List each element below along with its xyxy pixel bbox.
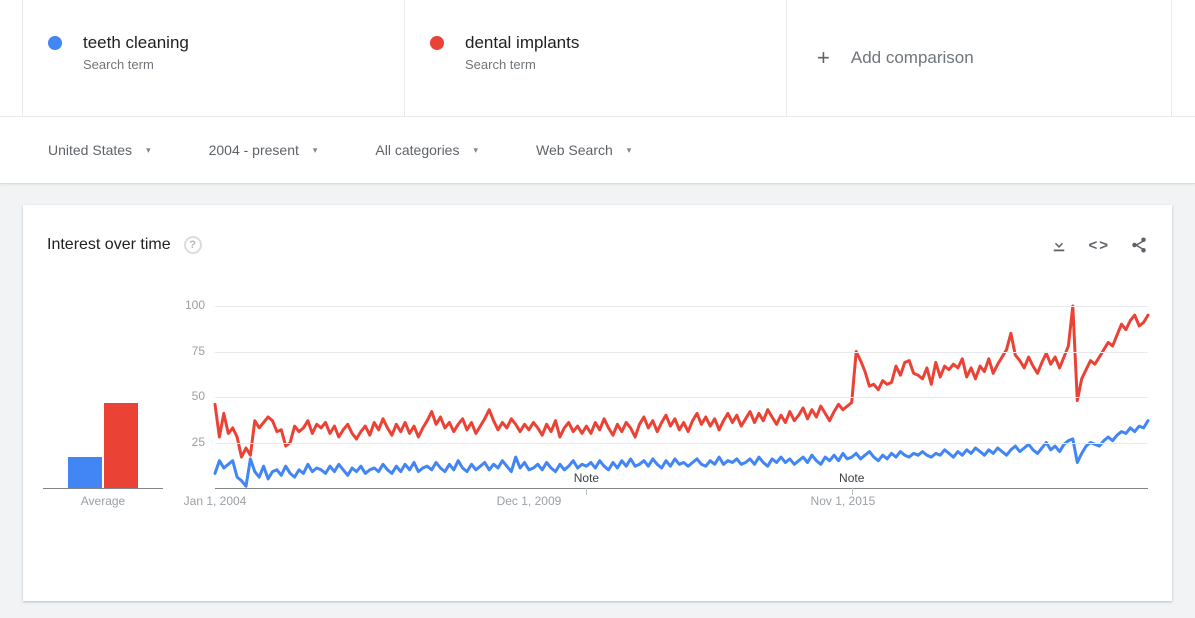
- average-bar-teeth-cleaning: [68, 457, 102, 488]
- term-card-teeth-cleaning[interactable]: teeth cleaning Search term: [23, 0, 405, 116]
- search-terms-row: teeth cleaning Search term dental implan…: [0, 0, 1195, 117]
- x-axis-label: Dec 1, 2009: [496, 494, 562, 508]
- terms-row-left-spacer: [0, 0, 23, 116]
- average-bar-dental-implants: [104, 402, 138, 488]
- share-icon[interactable]: [1130, 236, 1148, 254]
- filter-time-range[interactable]: 2004 - present ▾: [209, 142, 318, 158]
- plus-icon: +: [817, 45, 830, 70]
- term-card-dental-implants[interactable]: dental implants Search term: [405, 0, 787, 116]
- filter-geo[interactable]: United States ▾: [48, 142, 151, 158]
- term-title: dental implants: [465, 33, 580, 52]
- gridline-100: [215, 306, 1148, 307]
- y-axis-label-50: 50: [191, 389, 205, 403]
- note-marker-label[interactable]: Note: [573, 471, 600, 485]
- filter-bar: United States ▾ 2004 - present ▾ All cat…: [0, 117, 1195, 184]
- x-axis-line: [215, 488, 1148, 489]
- trend-lines-plot[interactable]: [213, 304, 1150, 488]
- filter-category[interactable]: All categories ▾: [375, 142, 478, 158]
- term-color-dot-red: [430, 36, 444, 50]
- average-bars: [68, 276, 138, 488]
- average-label: Average: [80, 494, 126, 508]
- add-comparison-label: Add comparison: [850, 48, 974, 67]
- chevron-down-icon: ▾: [473, 144, 478, 155]
- note-marker-tick: [586, 488, 588, 495]
- chevron-down-icon: ▾: [146, 144, 151, 155]
- embed-icon[interactable]: <>: [1088, 236, 1110, 254]
- gridline-75: [215, 351, 1148, 353]
- interest-over-time-chart: Average 25 50 75 100 Jan 1, 2004 Dec 1, 2009 N…: [23, 276, 1172, 521]
- note-marker-tick: [851, 488, 853, 495]
- filter-search-type-label: Web Search: [536, 142, 613, 158]
- x-axis-label: Nov 1, 2015: [810, 494, 876, 508]
- term-title: teeth cleaning: [83, 33, 189, 52]
- page-background-gap: [0, 184, 1195, 205]
- filter-geo-label: United States: [48, 142, 133, 158]
- y-axis-label-75: 75: [191, 343, 205, 358]
- chevron-down-icon: ▾: [312, 144, 318, 155]
- term-subtitle: Search term: [83, 57, 154, 72]
- term-color-dot-blue: [48, 36, 62, 50]
- note-marker-label[interactable]: Note: [839, 471, 865, 485]
- card-header: Interest over time ? <>: [23, 205, 1172, 261]
- y-axis-label-100: 100: [184, 298, 205, 312]
- x-axis-label: Jan 1, 2004: [183, 494, 247, 508]
- trend-line-dental-implants: [213, 304, 1150, 459]
- card-title: Interest over time: [47, 236, 171, 253]
- y-axis-label-25: 25: [191, 434, 205, 449]
- download-icon[interactable]: [1050, 236, 1068, 254]
- help-icon[interactable]: ?: [183, 236, 202, 254]
- add-comparison-button[interactable]: + Add comparison: [787, 0, 1172, 116]
- filter-category-label: All categories: [375, 142, 460, 158]
- chevron-down-icon: ▾: [626, 144, 632, 155]
- gridline-50: [215, 397, 1148, 398]
- gridline-25: [215, 442, 1148, 444]
- filter-search-type[interactable]: Web Search ▾: [536, 142, 631, 158]
- interest-over-time-card: Interest over time ? <> Averag: [23, 205, 1172, 601]
- trend-line-teeth-cleaning: [213, 419, 1150, 488]
- term-subtitle: Search term: [465, 57, 536, 72]
- average-axis-line: [43, 488, 163, 489]
- filter-time-label: 2004 - present: [208, 142, 299, 158]
